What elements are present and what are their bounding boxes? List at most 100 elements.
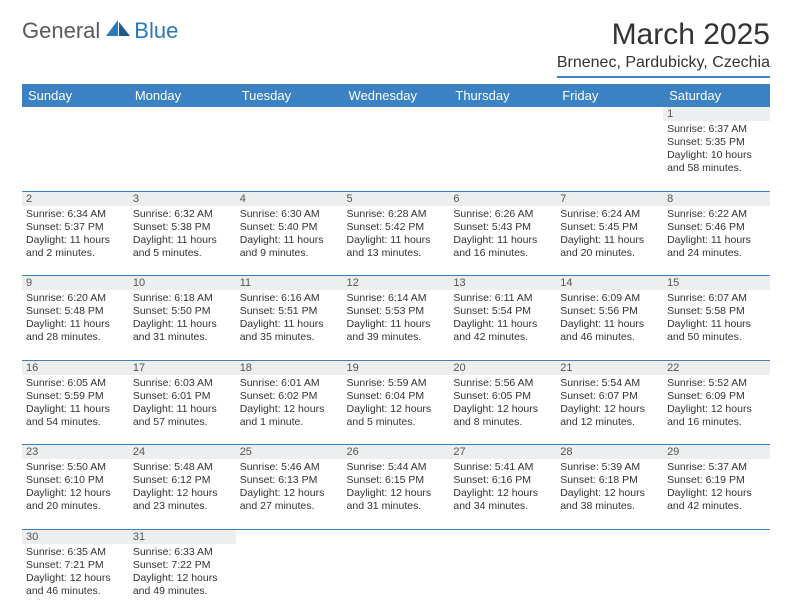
weekday-header: Wednesday xyxy=(343,84,450,107)
day-number xyxy=(236,107,343,121)
daylight-text: Daylight: 12 hours xyxy=(26,487,125,500)
daylight-text: and 24 minutes. xyxy=(667,247,766,260)
day-number xyxy=(449,107,556,121)
daylight-text: and 34 minutes. xyxy=(453,500,552,513)
day-number: 12 xyxy=(343,276,450,291)
sunrise-text: Sunrise: 6:16 AM xyxy=(240,292,339,305)
sunrise-text: Sunrise: 6:37 AM xyxy=(667,123,766,136)
sunrise-text: Sunrise: 6:35 AM xyxy=(26,546,125,559)
daylight-text: and 20 minutes. xyxy=(560,247,659,260)
day-number: 21 xyxy=(556,360,663,375)
day-cell: Sunrise: 6:20 AMSunset: 5:48 PMDaylight:… xyxy=(22,290,129,360)
header: General Blue March 2025 Brnenec, Pardubi… xyxy=(22,18,770,78)
sunset-text: Sunset: 6:09 PM xyxy=(667,390,766,403)
day-number: 28 xyxy=(556,445,663,460)
day-cell xyxy=(449,544,556,614)
day-cell xyxy=(236,544,343,614)
sunrise-text: Sunrise: 6:03 AM xyxy=(133,377,232,390)
day-cell: Sunrise: 5:52 AMSunset: 6:09 PMDaylight:… xyxy=(663,375,770,445)
day-number: 10 xyxy=(129,276,236,291)
day-number: 14 xyxy=(556,276,663,291)
daylight-text: Daylight: 11 hours xyxy=(347,318,446,331)
day-number-row: 16171819202122 xyxy=(22,360,770,375)
day-cell: Sunrise: 6:34 AMSunset: 5:37 PMDaylight:… xyxy=(22,206,129,276)
day-number xyxy=(129,107,236,121)
daylight-text: and 46 minutes. xyxy=(560,331,659,344)
daylight-text: Daylight: 11 hours xyxy=(667,318,766,331)
sunset-text: Sunset: 5:40 PM xyxy=(240,221,339,234)
week-row: Sunrise: 6:05 AMSunset: 5:59 PMDaylight:… xyxy=(22,375,770,445)
sunrise-text: Sunrise: 5:39 AM xyxy=(560,461,659,474)
sunrise-text: Sunrise: 5:37 AM xyxy=(667,461,766,474)
day-number xyxy=(343,107,450,121)
day-number: 3 xyxy=(129,191,236,206)
sunset-text: Sunset: 6:02 PM xyxy=(240,390,339,403)
day-number: 13 xyxy=(449,276,556,291)
day-number: 30 xyxy=(22,529,129,544)
daylight-text: Daylight: 12 hours xyxy=(26,572,125,585)
sunrise-text: Sunrise: 6:22 AM xyxy=(667,208,766,221)
sunset-text: Sunset: 6:13 PM xyxy=(240,474,339,487)
sunset-text: Sunset: 6:01 PM xyxy=(133,390,232,403)
sunset-text: Sunset: 5:50 PM xyxy=(133,305,232,318)
daylight-text: Daylight: 11 hours xyxy=(453,318,552,331)
daylight-text: and 8 minutes. xyxy=(453,416,552,429)
sunrise-text: Sunrise: 6:33 AM xyxy=(133,546,232,559)
daylight-text: and 16 minutes. xyxy=(667,416,766,429)
daylight-text: Daylight: 11 hours xyxy=(26,403,125,416)
sunset-text: Sunset: 7:22 PM xyxy=(133,559,232,572)
daylight-text: Daylight: 12 hours xyxy=(667,403,766,416)
week-row: Sunrise: 6:20 AMSunset: 5:48 PMDaylight:… xyxy=(22,290,770,360)
day-number: 20 xyxy=(449,360,556,375)
day-number xyxy=(236,529,343,544)
sunset-text: Sunset: 5:58 PM xyxy=(667,305,766,318)
day-number: 9 xyxy=(22,276,129,291)
daylight-text: Daylight: 12 hours xyxy=(133,487,232,500)
sunrise-text: Sunrise: 6:07 AM xyxy=(667,292,766,305)
day-cell: Sunrise: 5:44 AMSunset: 6:15 PMDaylight:… xyxy=(343,459,450,529)
sunrise-text: Sunrise: 6:11 AM xyxy=(453,292,552,305)
day-number xyxy=(556,107,663,121)
day-number: 18 xyxy=(236,360,343,375)
day-number xyxy=(343,529,450,544)
daylight-text: and 39 minutes. xyxy=(347,331,446,344)
daylight-text: Daylight: 11 hours xyxy=(667,234,766,247)
day-number: 1 xyxy=(663,107,770,121)
daylight-text: and 9 minutes. xyxy=(240,247,339,260)
daylight-text: Daylight: 11 hours xyxy=(133,403,232,416)
day-number-row: 1 xyxy=(22,107,770,121)
location: Brnenec, Pardubicky, Czechia xyxy=(557,54,770,78)
daylight-text: and 23 minutes. xyxy=(133,500,232,513)
sunrise-text: Sunrise: 6:24 AM xyxy=(560,208,659,221)
daylight-text: and 27 minutes. xyxy=(240,500,339,513)
sunset-text: Sunset: 5:38 PM xyxy=(133,221,232,234)
sunset-text: Sunset: 6:19 PM xyxy=(667,474,766,487)
day-cell: Sunrise: 5:54 AMSunset: 6:07 PMDaylight:… xyxy=(556,375,663,445)
daylight-text: Daylight: 11 hours xyxy=(560,318,659,331)
day-cell: Sunrise: 6:33 AMSunset: 7:22 PMDaylight:… xyxy=(129,544,236,614)
week-row: Sunrise: 6:34 AMSunset: 5:37 PMDaylight:… xyxy=(22,206,770,276)
weekday-header: Monday xyxy=(129,84,236,107)
daylight-text: Daylight: 12 hours xyxy=(240,487,339,500)
logo-sail-icon xyxy=(104,18,132,44)
sunrise-text: Sunrise: 6:01 AM xyxy=(240,377,339,390)
month-title: March 2025 xyxy=(557,18,770,52)
sunset-text: Sunset: 5:45 PM xyxy=(560,221,659,234)
daylight-text: Daylight: 12 hours xyxy=(453,403,552,416)
sunrise-text: Sunrise: 6:28 AM xyxy=(347,208,446,221)
daylight-text: and 42 minutes. xyxy=(667,500,766,513)
day-number xyxy=(22,107,129,121)
sunrise-text: Sunrise: 6:26 AM xyxy=(453,208,552,221)
weekday-header: Saturday xyxy=(663,84,770,107)
day-number: 27 xyxy=(449,445,556,460)
sunset-text: Sunset: 6:05 PM xyxy=(453,390,552,403)
daylight-text: Daylight: 12 hours xyxy=(453,487,552,500)
day-cell xyxy=(449,121,556,191)
daylight-text: and 57 minutes. xyxy=(133,416,232,429)
day-cell: Sunrise: 6:26 AMSunset: 5:43 PMDaylight:… xyxy=(449,206,556,276)
day-number: 31 xyxy=(129,529,236,544)
day-number: 8 xyxy=(663,191,770,206)
sunrise-text: Sunrise: 6:20 AM xyxy=(26,292,125,305)
daylight-text: Daylight: 12 hours xyxy=(667,487,766,500)
daylight-text: and 38 minutes. xyxy=(560,500,659,513)
